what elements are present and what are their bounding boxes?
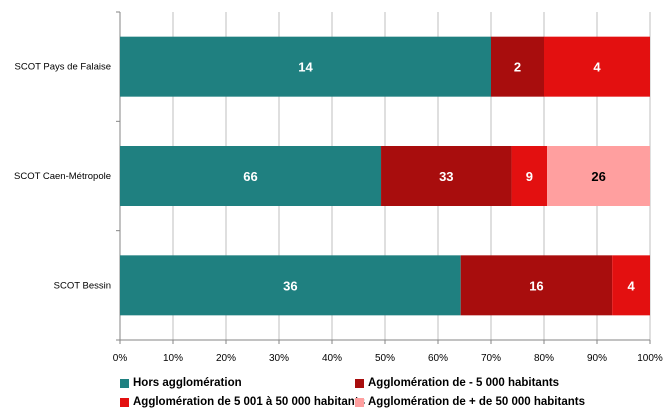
bar-segment [511, 146, 548, 206]
bar-value-label: 16 [529, 278, 543, 293]
category-label: SCOT Caen-Métropole [14, 171, 111, 182]
x-tick-label: 50% [375, 353, 395, 364]
bar-value-label: 4 [593, 60, 601, 75]
bar-segment [460, 255, 613, 316]
bar-segment [547, 146, 650, 206]
category-labels: SCOT Pays de Falaise SCOT Caen-Métropole S… [14, 62, 111, 292]
category-label: SCOT Pays de Falaise [15, 62, 111, 73]
x-tick-label: 60% [428, 353, 448, 364]
bar-value-label: 33 [439, 169, 453, 184]
bar-segment [544, 36, 650, 97]
bars: 14 2 4 66 33 9 26 36 16 4 [120, 36, 650, 316]
bar-value-label: 26 [591, 169, 605, 184]
x-tick-label: 90% [587, 353, 607, 364]
x-tick-label: 10% [163, 353, 183, 364]
bar-value-label: 66 [243, 169, 257, 184]
x-tick-label: 0% [113, 353, 128, 364]
x-tick-label: 70% [481, 353, 501, 364]
bar-value-label: 9 [526, 169, 533, 184]
bar-segment [120, 255, 461, 316]
bar-segment [120, 146, 382, 206]
x-tick-label: 80% [534, 353, 554, 364]
bar-value-label: 2 [514, 60, 521, 75]
x-tick-labels: 0% 10% 20% 30% 40% 50% 60% 70% 80% 90% 100% [113, 353, 663, 364]
bar-segment [381, 146, 512, 206]
bar-value-label: 36 [283, 278, 297, 293]
bar-value-label: 14 [298, 60, 313, 75]
x-tick-label: 20% [216, 353, 236, 364]
bar-segment [120, 36, 491, 97]
x-tick-label: 30% [269, 353, 289, 364]
x-tick-label: 40% [322, 353, 342, 364]
x-tick-label: 100% [637, 353, 663, 364]
category-label: SCOT Bessin [54, 280, 111, 291]
bar-segment [491, 36, 544, 97]
bar-segment [612, 255, 650, 316]
bar-value-label: 4 [627, 278, 635, 293]
